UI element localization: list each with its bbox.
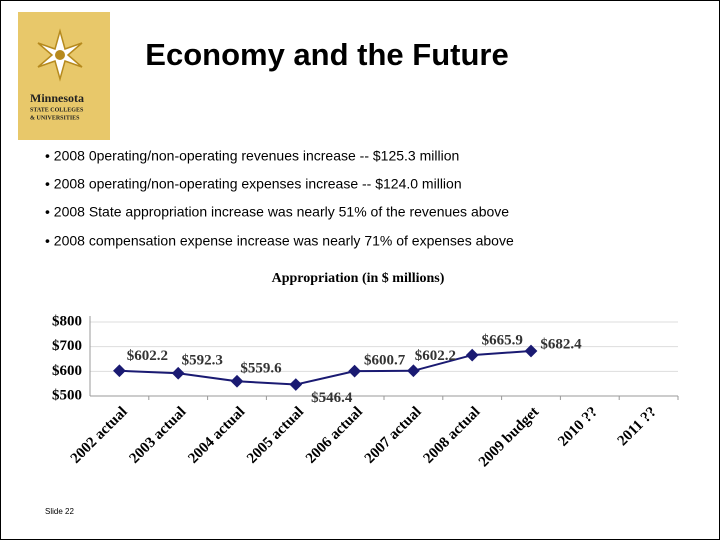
logo-text: Minnesota — [30, 91, 84, 105]
data-label: $682.4 — [540, 336, 582, 352]
chart-title: Appropriation (in $ millions) — [272, 271, 445, 286]
logo-box — [18, 12, 110, 140]
line — [119, 350, 532, 386]
marker — [465, 348, 479, 362]
marker — [348, 364, 361, 378]
data-label: $600.7 — [364, 353, 406, 369]
y-tick-label: $600 — [52, 363, 82, 379]
data-label: $602.2 — [415, 348, 456, 364]
marker — [230, 374, 244, 388]
data-label: $592.3 — [182, 353, 223, 369]
bullet: • 2008 compensation expense increase was… — [45, 233, 514, 249]
logo-text: & UNIVERSITIES — [30, 115, 80, 121]
marker — [171, 366, 185, 380]
bullet: • 2008 State appropriation increase was … — [45, 204, 509, 220]
marker — [407, 364, 420, 378]
logo-text: STATE COLLEGES — [30, 107, 84, 113]
data-label: $546.4 — [311, 390, 353, 406]
y-tick-label: $800 — [52, 313, 82, 329]
marker — [289, 378, 303, 391]
bullet: • 2008 0perating/non-operating revenues … — [45, 148, 459, 164]
bullet: • 2008 operating/non-operating expenses … — [45, 176, 462, 192]
y-tick-label: $700 — [52, 338, 82, 354]
data-label: $665.9 — [482, 333, 523, 349]
marker — [113, 364, 126, 378]
data-label: $602.2 — [127, 348, 168, 364]
logo-star — [37, 28, 83, 82]
slide-title: Economy and the Future — [145, 37, 508, 72]
y-tick-label: $500 — [52, 387, 82, 403]
footer: Slide 22 — [45, 507, 74, 516]
data-label: $559.6 — [240, 361, 282, 377]
